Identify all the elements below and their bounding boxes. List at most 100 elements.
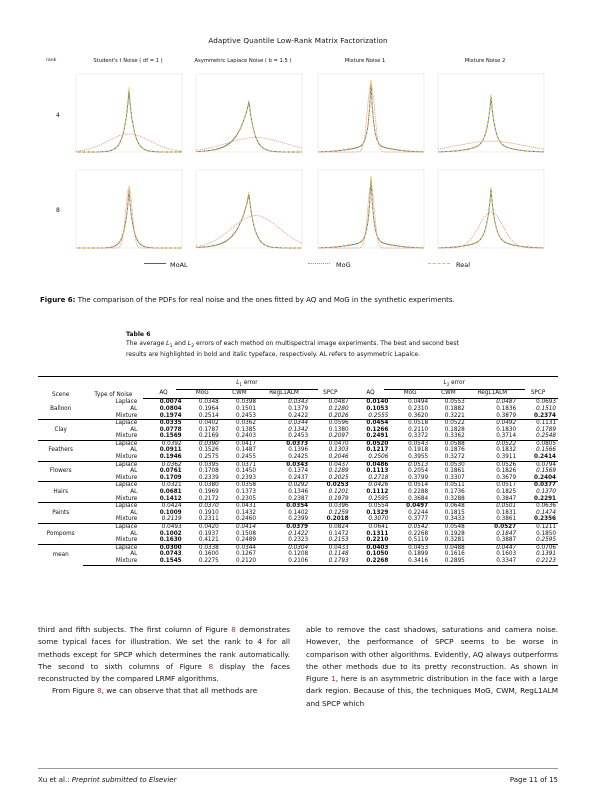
value-cell: 0.1303	[328, 447, 349, 454]
value-cell: 0.1569	[536, 468, 556, 475]
value-cell: 0.0321	[143, 481, 184, 490]
value-cell: 0.0403	[350, 543, 391, 552]
column-title-student-t: Student's t Noise ( df = 1 )	[93, 58, 163, 64]
value-cell: 0.0453	[390, 543, 431, 552]
value-cell: 0.0542	[390, 523, 431, 531]
value-cell: 0.0641	[350, 523, 391, 531]
value-cell: 0.2403	[236, 433, 256, 440]
table-header-l1: L1 error	[143, 375, 351, 390]
value-cell: 0.1836	[496, 405, 517, 412]
value-cell: 0.0520	[350, 439, 391, 448]
noise-type-cell: Mixture	[115, 474, 138, 481]
method-header: MoG	[390, 389, 431, 400]
value-cell: 0.0395	[183, 460, 221, 469]
value-cell: 0.0824	[310, 523, 351, 531]
plot-frame	[317, 169, 425, 249]
table-header-l2: L2 error	[350, 375, 558, 390]
real-curve	[76, 87, 182, 153]
value-cell: 0.2275	[183, 557, 221, 566]
value-cell: 0.2491	[366, 433, 389, 440]
value-cell: 0.0253	[310, 481, 351, 490]
moal-curve	[196, 101, 302, 153]
figure-ref-link[interactable]: 8	[208, 661, 214, 671]
mog-curve	[195, 215, 303, 247]
value-cell: 0.0706	[518, 543, 558, 552]
value-cell: 0.0648	[430, 502, 467, 510]
table-row: Balloon Laplace 0.0074 0.0348 0.0398 0.0343 0.…	[38, 399, 558, 412]
value-cell: 0.0343	[257, 460, 311, 469]
method-header: SPCP	[518, 389, 558, 400]
value-cell: 0.0437	[310, 460, 351, 469]
value-cell: 0.1501	[236, 405, 256, 412]
figure-ref-link[interactable]: 1	[331, 674, 336, 684]
noise-type-cell: Mixture	[115, 454, 138, 461]
value-cell: 0.0304	[257, 543, 311, 552]
column-title-asym-laplace: Asymmetric Laplace Noise ( b = 1.5 )	[194, 58, 292, 64]
value-cell: 0.0431	[220, 502, 258, 510]
table-row: mean Laplace 0.0300 0.0338 0.0344 0.0304 0.043…	[38, 543, 558, 566]
footer-divider	[38, 768, 558, 769]
value-cell: 0.2595	[368, 495, 389, 502]
value-cell: 0.1487	[236, 447, 256, 454]
moal-curve	[317, 82, 425, 153]
value-cell: 0.1826	[496, 468, 517, 475]
value-cell: 0.1267	[236, 551, 256, 558]
table-row: Mixture 0.1709 0.2339 0.2393 0.2437 0.2025 0.2…	[38, 475, 558, 482]
value-cell: 0.2489	[236, 537, 256, 544]
pdf-plot-r1-c4	[437, 73, 545, 153]
table-row: Paints Laplace 0.0424 0.0370 0.0431 0.0354 0.0…	[38, 502, 558, 524]
value-cell: 0.2374	[534, 412, 556, 419]
scene-cell: Paints	[38, 502, 84, 524]
value-cell: 0.2453	[236, 412, 256, 419]
value-cell: 0.2169	[198, 433, 219, 440]
real-curve	[318, 79, 424, 153]
value-cell: 0.1882	[444, 405, 465, 412]
value-cell: 0.1828	[444, 426, 465, 433]
value-cell: 0.0392	[143, 439, 184, 448]
value-cell: 0.1832	[496, 447, 517, 454]
noise-type-cell: Laplace	[83, 439, 144, 448]
value-cell: 0.3288	[444, 495, 465, 502]
mog-curve	[318, 82, 424, 153]
value-cell: 0.2172	[198, 495, 219, 502]
legend-label-mog: MoG	[336, 261, 351, 269]
value-cell: 0.0300	[143, 543, 184, 552]
value-cell: 0.2575	[198, 454, 219, 461]
value-cell: 0.0371	[220, 460, 258, 469]
value-cell: 0.0543	[390, 439, 431, 448]
value-cell: 0.2119	[161, 516, 182, 523]
figure-ref-link[interactable]: 8	[97, 686, 102, 696]
pdf-plot-r2-c4	[437, 169, 545, 249]
table-row: AL 0.0761 0.1708 0.1450 0.1374 0.1289 0.1113 0.…	[38, 468, 558, 475]
value-cell: 0.3281	[444, 537, 465, 544]
value-cell: 0.2514	[198, 412, 219, 419]
value-cell: 0.1342	[288, 426, 309, 433]
table-caption: Table 6 The average L1 and L2 errors of …	[126, 331, 476, 360]
noise-type-cell: Laplace	[83, 460, 144, 469]
mog-curve	[75, 133, 183, 152]
value-cell: 0.3372	[408, 433, 429, 440]
value-cell: 0.2123	[518, 557, 558, 566]
value-cell: 0.3433	[444, 516, 465, 523]
figure-ref-link[interactable]: 8	[231, 625, 236, 634]
figure-caption: Figure 6: The comparison of the PDFs for…	[40, 296, 560, 304]
legend-label-real: Real	[456, 261, 471, 269]
moal-curve	[76, 90, 182, 153]
value-cell: 0.2718	[368, 474, 389, 481]
table-row: AL 0.1002 0.1937 0.1508 0.1422 0.1472 0.1311 0.…	[38, 531, 558, 538]
value-cell: 0.0417	[220, 439, 258, 448]
value-cell: 0.1112	[366, 489, 389, 496]
table-row: Clay Laplace 0.0335 0.0402 0.0362 0.0344 0.059…	[38, 419, 558, 441]
value-cell: 0.3911	[496, 454, 517, 461]
value-cell: 0.2025	[328, 474, 349, 481]
value-cell: 0.1211	[518, 523, 558, 531]
value-cell: 0.1374	[288, 468, 309, 475]
value-cell: 0.0488	[430, 543, 467, 552]
value-cell: 0.1979	[328, 495, 349, 502]
pdf-plot-r1-c1	[75, 73, 183, 153]
table-row: Mixture 0.1946 0.2575 0.2455 0.2425 0.2046 0.2…	[38, 454, 558, 461]
value-cell: 0.2018	[326, 516, 349, 523]
value-cell: 0.1600	[198, 551, 219, 558]
value-cell: 0.2153	[328, 537, 349, 544]
value-cell: 0.2323	[288, 537, 309, 544]
